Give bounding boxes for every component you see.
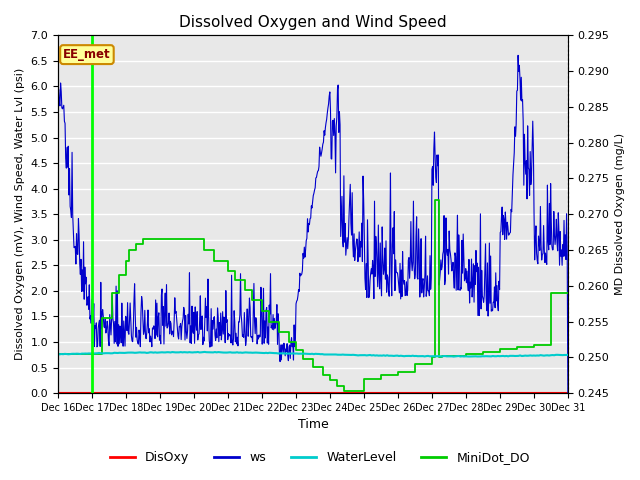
Y-axis label: Dissolved Oxygen (mV), Wind Speed, Water Lvl (psi): Dissolved Oxygen (mV), Wind Speed, Water… — [15, 68, 25, 360]
Legend: DisOxy, ws, WaterLevel, MiniDot_DO: DisOxy, ws, WaterLevel, MiniDot_DO — [105, 446, 535, 469]
Y-axis label: MD Dissolved Oxygen (mg/L): MD Dissolved Oxygen (mg/L) — [615, 133, 625, 295]
X-axis label: Time: Time — [298, 419, 328, 432]
Text: EE_met: EE_met — [63, 48, 111, 61]
Title: Dissolved Oxygen and Wind Speed: Dissolved Oxygen and Wind Speed — [179, 15, 447, 30]
